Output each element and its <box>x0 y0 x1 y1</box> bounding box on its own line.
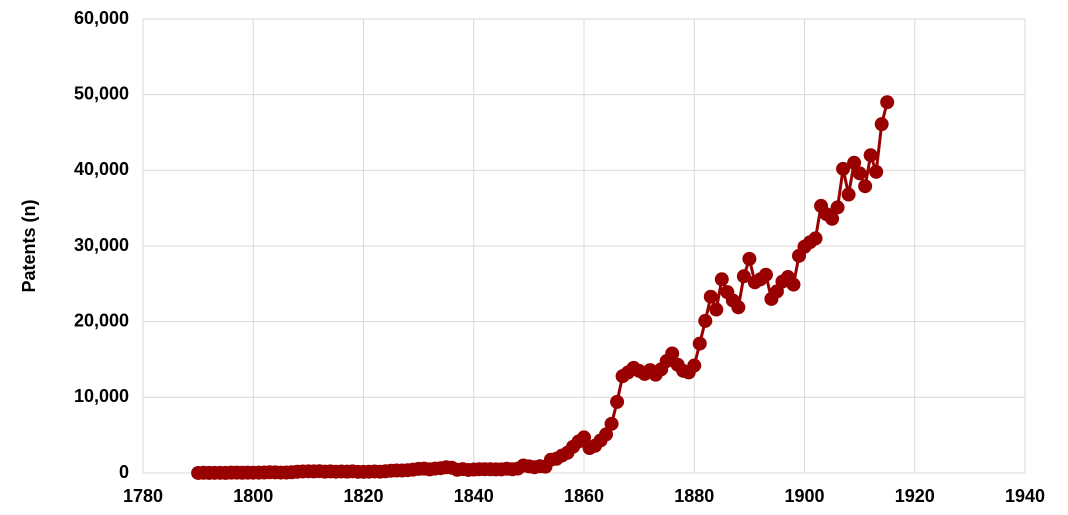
data-point <box>869 164 884 179</box>
x-tick-label: 1820 <box>343 486 383 506</box>
data-point <box>687 358 702 373</box>
data-point <box>841 187 856 202</box>
data-point <box>610 394 625 409</box>
data-point <box>698 313 713 328</box>
data-point <box>736 269 751 284</box>
y-tick-label: 50,000 <box>74 83 129 103</box>
data-point <box>692 336 707 351</box>
y-tick-label: 60,000 <box>74 8 129 28</box>
data-point <box>858 179 873 194</box>
x-tick-label: 1840 <box>454 486 494 506</box>
y-tick-label: 0 <box>119 462 129 482</box>
data-point <box>665 346 680 361</box>
data-point <box>758 267 773 282</box>
data-point <box>703 289 718 304</box>
data-point <box>836 161 851 176</box>
data-point <box>847 155 862 170</box>
data-point <box>830 200 845 215</box>
x-tick-label: 1920 <box>895 486 935 506</box>
data-point <box>742 251 757 266</box>
x-tick-label: 1860 <box>564 486 604 506</box>
data-point <box>786 277 801 292</box>
x-tick-label: 1880 <box>674 486 714 506</box>
data-point <box>874 117 889 132</box>
data-point <box>808 231 823 246</box>
y-tick-label: 10,000 <box>74 386 129 406</box>
data-point <box>577 430 591 445</box>
data-point <box>604 416 619 431</box>
x-tick-label: 1940 <box>1005 486 1045 506</box>
data-point <box>852 166 867 181</box>
data-point <box>825 211 840 226</box>
data-point <box>709 302 724 317</box>
y-tick-label: 40,000 <box>74 159 129 179</box>
x-tick-label: 1800 <box>233 486 273 506</box>
y-tick-label: 30,000 <box>74 235 129 255</box>
data-point <box>731 300 746 315</box>
y-tick-label: 20,000 <box>74 310 129 330</box>
y-axis-label: Patents (n) <box>19 199 39 292</box>
x-tick-label: 1780 <box>123 486 163 506</box>
data-point <box>863 148 878 163</box>
data-point <box>880 95 895 110</box>
data-point <box>714 272 729 287</box>
data-point <box>599 427 614 442</box>
x-tick-label: 1900 <box>784 486 824 506</box>
